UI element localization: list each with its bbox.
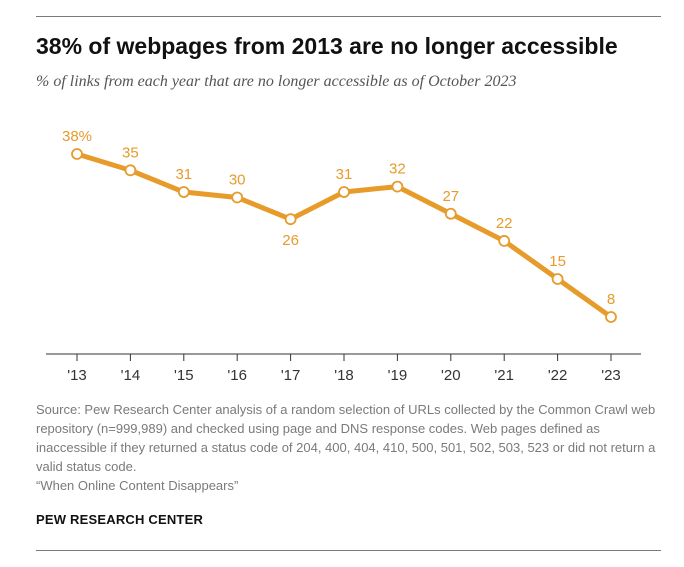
line-chart: '13 '14 '15 '16 '17 '18 '19 '20 '21 '22 '23 38% 35 31… (46, 128, 641, 384)
x-tick-label: '20 (441, 367, 461, 384)
data-point (284, 213, 297, 226)
data-label: 38% (62, 128, 92, 145)
data-point (444, 207, 457, 220)
data-point (551, 273, 564, 285)
data-label: 35 (122, 144, 139, 161)
data-label: 15 (549, 253, 566, 270)
source-note: Source: Pew Research Center analysis of … (36, 400, 656, 495)
data-label: 30 (229, 171, 246, 188)
x-tick-label: '23 (601, 367, 621, 384)
x-tick-label: '19 (388, 367, 408, 384)
source-report-title: “When Online Content Disappears” (36, 478, 239, 493)
data-point (177, 186, 190, 198)
data-label: 8 (607, 291, 615, 308)
x-tick-label: '14 (121, 367, 141, 384)
x-tick-label: '16 (227, 367, 247, 384)
x-tick-label: '15 (174, 367, 194, 384)
data-point (605, 311, 617, 323)
chart-title: 38% of webpages from 2013 are no longer … (36, 33, 618, 59)
data-label: 26 (282, 232, 299, 249)
x-tick-label: '18 (334, 367, 354, 384)
data-label: 27 (442, 188, 459, 205)
data-point (391, 180, 404, 193)
data-label: 31 (175, 166, 192, 183)
top-rule (36, 16, 661, 17)
x-tick-label: '21 (494, 367, 514, 384)
x-tick-label: '17 (281, 367, 301, 384)
chart-subtitle: % of links from each year that are no lo… (36, 73, 517, 90)
data-point (124, 164, 137, 177)
x-tick-label: '13 (67, 367, 87, 384)
data-point (231, 191, 244, 204)
data-point (498, 235, 511, 247)
brand-logo-text: PEW RESEARCH CENTER (36, 512, 204, 527)
source-text: Source: Pew Research Center analysis of … (36, 402, 656, 474)
data-point (71, 148, 83, 160)
x-tick-label: '22 (548, 367, 568, 384)
data-label: 32 (389, 161, 406, 178)
data-label: 22 (496, 215, 513, 232)
data-label: 31 (336, 166, 353, 183)
data-point (338, 186, 350, 198)
bottom-rule (36, 550, 661, 551)
